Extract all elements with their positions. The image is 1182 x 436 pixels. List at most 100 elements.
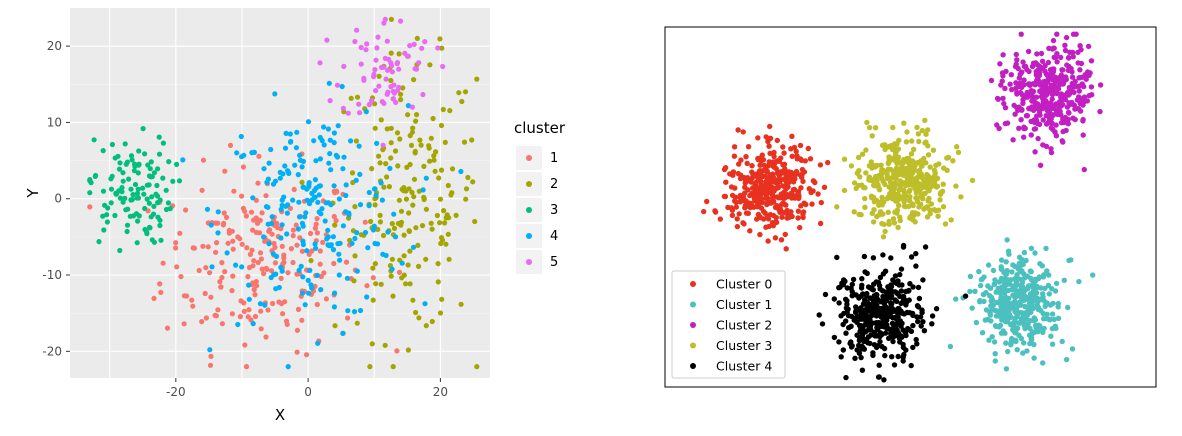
left-point-cluster-4	[363, 109, 369, 115]
left-point-cluster-1	[299, 248, 305, 254]
right-point-cluster-3	[927, 164, 933, 170]
right-point-cluster-0	[764, 176, 771, 183]
right-point-cluster-4	[887, 295, 894, 301]
left-point-cluster-5	[380, 142, 386, 148]
left-point-cluster-1	[205, 244, 211, 250]
left-point-cluster-2	[332, 323, 338, 329]
right-point-cluster-3	[863, 170, 869, 176]
right-point-cluster-4	[901, 311, 907, 317]
right-point-cluster-1	[1021, 271, 1027, 277]
right-point-cluster-4	[854, 319, 860, 325]
left-legend-key-1	[526, 155, 532, 161]
right-point-cluster-2	[1019, 106, 1025, 113]
right-point-cluster-4	[867, 323, 874, 330]
right-point-cluster-4	[888, 309, 895, 315]
left-point-cluster-2	[418, 142, 424, 148]
right-point-cluster-4	[898, 300, 904, 307]
right-point-cluster-2	[1083, 76, 1089, 82]
left-point-cluster-1	[345, 315, 351, 321]
right-point-cluster-3	[934, 183, 941, 190]
right-legend-label-2: Cluster 2	[716, 318, 772, 333]
left-point-cluster-5	[358, 61, 364, 67]
right-point-cluster-3	[920, 196, 926, 202]
right-legend-label-3: Cluster 3	[716, 338, 772, 353]
left-point-cluster-3	[144, 231, 150, 237]
right-point-cluster-4	[837, 284, 843, 290]
left-point-cluster-1	[245, 274, 251, 280]
left-point-cluster-1	[239, 193, 245, 199]
left-point-cluster-2	[388, 140, 394, 146]
left-point-cluster-2	[396, 197, 402, 203]
left-point-cluster-4	[336, 196, 342, 202]
right-point-cluster-4	[880, 271, 887, 277]
right-point-cluster-4	[869, 285, 875, 292]
right-point-cluster-3	[890, 216, 897, 222]
left-point-cluster-3	[134, 195, 140, 201]
right-point-cluster-3	[851, 180, 858, 186]
right-point-cluster-0	[766, 143, 772, 149]
right-point-cluster-0	[805, 145, 811, 152]
left-point-cluster-4	[387, 165, 393, 171]
left-point-cluster-3	[136, 148, 142, 154]
left-point-cluster-4	[269, 214, 275, 220]
right-point-cluster-4	[888, 333, 894, 340]
left-point-cluster-2	[354, 94, 361, 100]
right-point-cluster-3	[923, 131, 929, 137]
right-point-cluster-1	[1005, 277, 1011, 283]
left-point-cluster-4	[334, 154, 341, 160]
left-point-cluster-2	[376, 153, 382, 159]
right-point-cluster-3	[871, 207, 877, 213]
right-point-cluster-3	[879, 220, 885, 227]
right-point-cluster-0	[712, 209, 719, 215]
left-point-cluster-1	[318, 273, 324, 280]
left-point-cluster-4	[313, 245, 319, 251]
right-point-cluster-2	[1079, 81, 1085, 87]
right-point-cluster-3	[916, 138, 922, 145]
right-point-cluster-1	[1014, 347, 1020, 353]
left-point-cluster-4	[287, 131, 293, 137]
right-point-cluster-3	[904, 165, 911, 171]
left-point-cluster-5	[382, 16, 388, 22]
right-point-cluster-3	[841, 156, 848, 162]
left-point-cluster-4	[265, 176, 271, 182]
right-point-cluster-0	[757, 231, 763, 238]
left-point-cluster-3	[132, 181, 139, 188]
right-point-cluster-0	[747, 228, 753, 234]
right-point-cluster-2	[1014, 104, 1020, 111]
right-point-cluster-0	[755, 193, 761, 200]
left-point-cluster-1	[271, 240, 277, 247]
right-point-cluster-0	[773, 218, 779, 225]
right-point-cluster-1	[1005, 248, 1012, 254]
right-point-cluster-1	[998, 330, 1005, 336]
right-point-cluster-0	[776, 158, 783, 164]
left-point-cluster-3	[129, 157, 135, 163]
left-point-cluster-5	[412, 66, 418, 72]
right-point-cluster-2	[1073, 31, 1079, 37]
right-point-cluster-1	[1002, 270, 1008, 277]
left-point-cluster-4	[321, 124, 327, 130]
left-point-cluster-2	[389, 221, 395, 227]
left-point-cluster-2	[461, 139, 468, 145]
left-point-cluster-4	[339, 83, 345, 90]
left-point-cluster-3	[163, 187, 169, 193]
left-point-cluster-4	[343, 182, 349, 188]
left-point-cluster-4	[246, 282, 252, 288]
right-point-cluster-3	[924, 171, 930, 178]
right-point-cluster-4	[860, 344, 866, 351]
right-point-cluster-1	[981, 298, 987, 305]
left-point-cluster-4	[246, 296, 252, 302]
left-point-cluster-4	[305, 119, 312, 125]
left-point-cluster-2	[440, 106, 446, 113]
left-point-cluster-2	[406, 210, 412, 216]
left-point-cluster-5	[422, 39, 428, 45]
right-point-cluster-2	[1053, 133, 1060, 139]
right-point-cluster-1	[953, 296, 959, 302]
left-point-cluster-3	[96, 239, 102, 245]
right-point-cluster-3	[950, 158, 956, 164]
right-point-cluster-4	[890, 338, 896, 345]
right-point-cluster-1	[1018, 276, 1024, 283]
right-point-cluster-4	[867, 295, 873, 301]
left-point-cluster-3	[93, 172, 99, 179]
left-point-cluster-1	[200, 243, 206, 249]
left-point-cluster-4	[340, 223, 346, 229]
